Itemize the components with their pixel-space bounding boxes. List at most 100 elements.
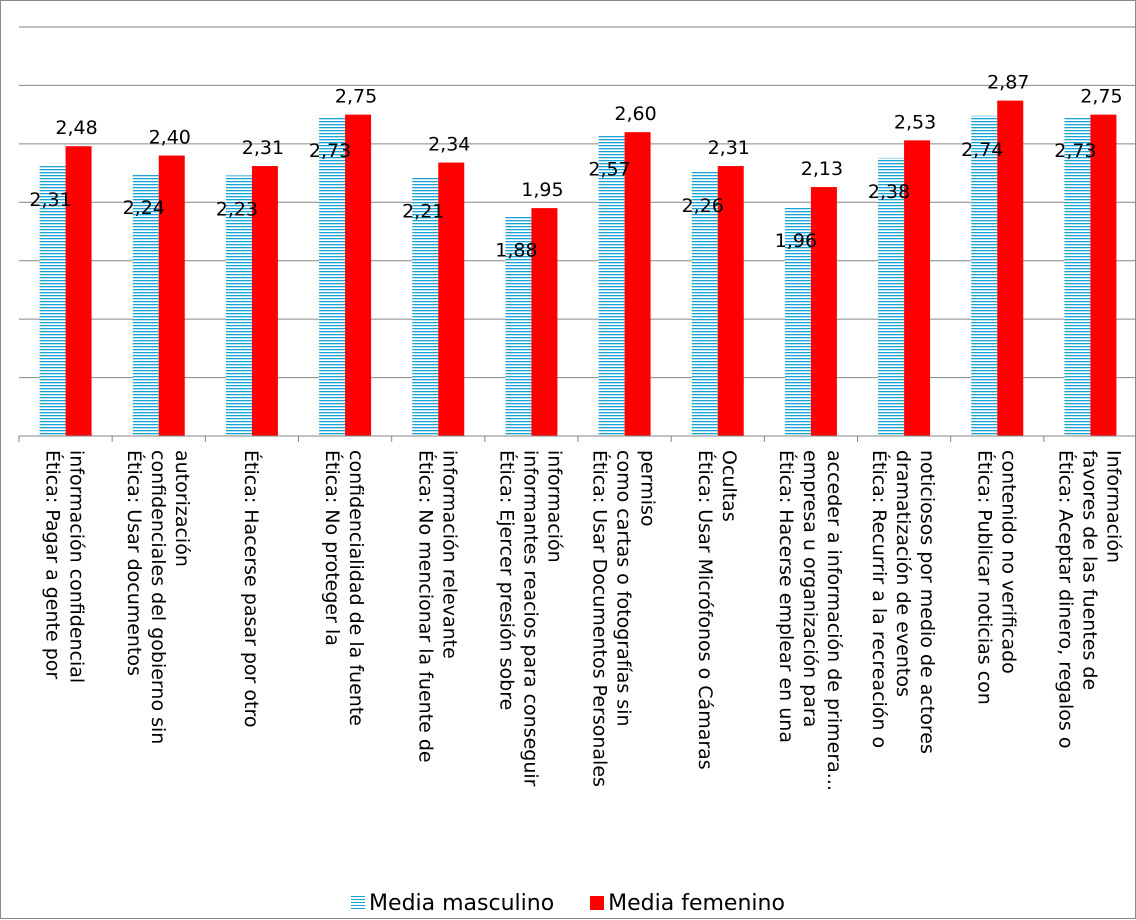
category-label-line: Ética: Usar Micrófonos o Cámaras xyxy=(694,450,717,770)
legend-swatch-femenino xyxy=(590,896,605,910)
category-label: Ética: Recurrir a la recreación o dramati… xyxy=(868,450,938,754)
bars xyxy=(39,100,1117,437)
category-label-line: Ética: Hacerse pasar por otro xyxy=(240,450,263,728)
bar-femenino xyxy=(65,146,92,437)
category-label: Ética: No mencionar la fuente de informac… xyxy=(414,450,460,763)
category-label-line: favores de las fuentes de xyxy=(1078,450,1100,690)
category-label-line: informantes reacios para conseguir xyxy=(519,450,541,787)
bar-femenino xyxy=(717,166,744,436)
bar-masculino xyxy=(878,157,905,436)
category-label-line: información relevante xyxy=(438,450,460,659)
category-label: Ética: Aceptar dinero, regalos o favores … xyxy=(1054,450,1124,749)
category-label-line: permiso xyxy=(637,450,659,527)
bar-masculino xyxy=(39,166,66,436)
category-label-line: Ética: Recurrir a la recreación o xyxy=(868,450,891,748)
value-label-femenino: 1,95 xyxy=(521,179,563,201)
category-label-line: noticiosos por medio de actores xyxy=(916,450,938,754)
value-label-masculino: 2,38 xyxy=(868,181,910,203)
value-labels: 2,31 2,48 2,24 2,40 2,23 2,31 2,73 2,75 2,21 2,34… xyxy=(29,72,1122,262)
legend-item-masculino: Media masculino xyxy=(351,891,554,916)
bar-masculino xyxy=(132,174,159,437)
bar-femenino xyxy=(345,114,372,437)
value-label-femenino: 2,53 xyxy=(894,111,936,133)
category-label: Ética: Ejercer presión sobre informantes … xyxy=(495,450,565,787)
category-label-line: Ética: Aceptar dinero, regalos o xyxy=(1054,450,1077,749)
bar-femenino xyxy=(904,140,931,436)
bar-femenino xyxy=(997,100,1024,437)
category-label-line: empresa u organización para xyxy=(799,450,821,727)
bar-masculino xyxy=(598,135,625,437)
bar-masculino xyxy=(319,116,346,436)
bar-femenino xyxy=(438,162,465,436)
category-label-line: Ética: Usar Documentos Personales xyxy=(589,450,612,787)
bar-femenino xyxy=(810,187,837,436)
category-label-line: Ética: Ejercer presión sobre xyxy=(495,450,518,710)
legend-item-femenino: Media femenino xyxy=(590,891,785,916)
value-label-masculino: 2,73 xyxy=(309,140,351,162)
category-label-line: Ética: Hacerse emplear en una xyxy=(775,450,798,743)
bar-masculino xyxy=(412,177,439,436)
value-label-femenino: 2,60 xyxy=(614,103,656,125)
category-label: Ética: Publicar noticias con contenido no… xyxy=(973,450,1019,705)
category-label-line: confidenciales del gobierno sin xyxy=(147,450,169,744)
bar-masculino xyxy=(691,171,718,436)
category-label-line: acceder a información de primera... xyxy=(823,450,845,791)
value-label-masculino: 1,96 xyxy=(775,230,817,252)
value-label-femenino: 2,48 xyxy=(55,117,97,139)
bar-femenino xyxy=(624,132,651,436)
value-label-femenino: 2,31 xyxy=(242,137,284,159)
category-label-line: Ética: No mencionar la fuente de xyxy=(414,450,437,763)
category-label-line: como cartas o fotografías sin xyxy=(613,450,635,727)
value-label-femenino: 2,75 xyxy=(335,86,377,108)
bar-masculino xyxy=(225,175,252,436)
value-label-masculino: 2,21 xyxy=(402,201,444,223)
value-label-masculino: 2,74 xyxy=(961,139,1003,161)
bar-femenino xyxy=(1090,114,1117,437)
value-label-masculino: 2,73 xyxy=(1054,140,1096,162)
bar-masculino xyxy=(971,115,998,436)
value-label-femenino: 2,75 xyxy=(1080,86,1122,108)
category-label-line: información confidencial xyxy=(66,450,88,683)
value-label-masculino: 2,24 xyxy=(123,197,165,219)
gridlines xyxy=(19,26,1136,379)
bar-femenino xyxy=(158,155,185,437)
value-label-masculino: 2,26 xyxy=(682,195,724,217)
category-label: Ética: Usar Documentos Personales como ca… xyxy=(589,450,659,787)
value-label-femenino: 2,34 xyxy=(428,134,470,156)
category-label-line: Ética: Pagar a gente por xyxy=(42,450,65,679)
category-label-line: confidencialidad de la fuente xyxy=(345,450,367,726)
bar-masculino xyxy=(1064,116,1091,436)
value-label-masculino: 2,31 xyxy=(29,189,71,211)
category-label: Ética: Usar documentos confidenciales del… xyxy=(123,450,193,744)
category-label: Ética: Hacerse pasar por otro xyxy=(240,450,263,728)
legend-label-masculino: Media masculino xyxy=(369,890,555,916)
category-label-line: Ética: Usar documentos xyxy=(123,450,146,676)
value-label-masculino: 2,57 xyxy=(588,159,630,181)
x-axis xyxy=(18,435,1136,442)
category-label-line: autorización xyxy=(171,450,193,567)
category-label: Ética: No proteger la confidencialidad de… xyxy=(321,450,367,726)
value-label-femenino: 2,13 xyxy=(801,158,843,180)
legend: Media masculino Media femenino xyxy=(0,888,1136,918)
category-label-line: Ética: No proteger la xyxy=(321,450,344,646)
bar-femenino xyxy=(531,208,558,436)
category-labels: Ética: Pagar a gente por información conf… xyxy=(42,450,1125,791)
value-label-femenino: 2,31 xyxy=(708,137,750,159)
category-label-line: Información xyxy=(1102,450,1124,563)
category-label-line: información xyxy=(543,450,565,563)
value-label-masculino: 1,88 xyxy=(495,239,537,261)
category-label-line: Ocultas xyxy=(718,450,740,522)
legend-swatch-masculino xyxy=(351,896,366,910)
legend-label-femenino: Media femenino xyxy=(608,890,785,916)
category-label: Ética: Hacerse emplear en una empresa u o… xyxy=(775,450,845,791)
bar-masculino xyxy=(505,216,532,436)
category-label: Ética: Pagar a gente por información conf… xyxy=(42,450,88,683)
category-label: Ética: Usar Micrófonos o Cámaras Ocultas xyxy=(694,450,740,770)
category-label-line: Ética: Publicar noticias con xyxy=(973,450,996,705)
value-label-femenino: 2,40 xyxy=(149,127,191,149)
category-label-line: dramatización de eventos xyxy=(892,450,914,697)
bar-masculino xyxy=(784,206,811,436)
category-label-line: contenido no verificado xyxy=(997,450,1019,674)
